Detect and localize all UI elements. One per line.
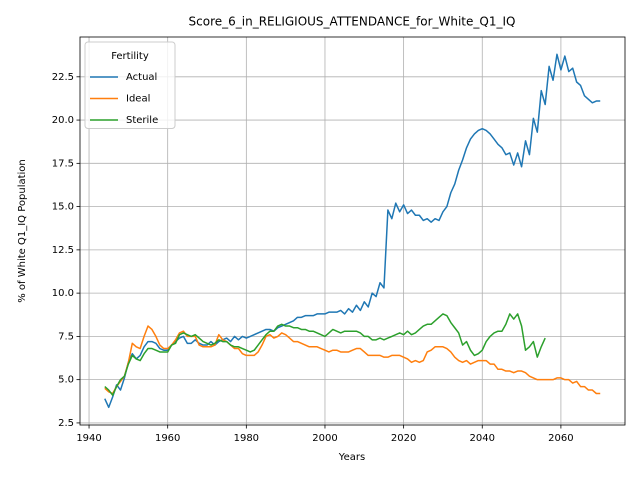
legend-label: Sterile [126, 115, 158, 126]
legend-box [84, 41, 176, 129]
y-tick-label: 15.0 [52, 202, 74, 213]
legend: Fertility Actual Ideal Sterile [84, 41, 176, 129]
legend-label: Ideal [126, 94, 150, 105]
x-tick-label: 1980 [234, 433, 259, 444]
data-line [104, 325, 601, 395]
y-tick-label: 10.0 [52, 288, 74, 299]
y-tick-label: 2.5 [58, 418, 74, 429]
x-tick-label: 2040 [470, 433, 495, 444]
data-line [104, 313, 546, 396]
y-tick-label: 17.5 [52, 158, 74, 169]
legend-label: Actual [126, 72, 157, 83]
chart-title: Score_6_in_RELIGIOUS_ATTENDANCE_for_Whit… [189, 15, 516, 29]
legend-title: Fertility [111, 51, 149, 62]
y-tick-label: 12.5 [52, 245, 74, 256]
x-tick-label: 2060 [548, 433, 573, 444]
y-tick-label: 7.5 [58, 331, 74, 342]
data-line [104, 53, 601, 409]
x-axis-label: Years [338, 452, 365, 463]
x-tick-label: 1960 [155, 433, 180, 444]
y-tick-label: 22.5 [52, 72, 74, 83]
plot-frame [79, 36, 626, 426]
x-tick-label: 2020 [391, 433, 416, 444]
x-tick-label: 1940 [76, 433, 101, 444]
y-tick-label: 20.0 [52, 115, 74, 126]
y-tick-label: 5.0 [58, 375, 74, 386]
x-tick-label: 2000 [312, 433, 337, 444]
y-axis-label: % of White Q1_IQ Population [17, 159, 28, 303]
